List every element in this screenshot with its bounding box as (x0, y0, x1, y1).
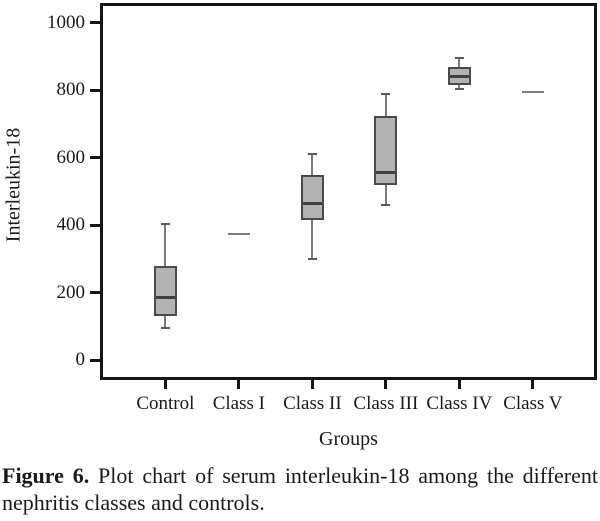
figure-caption: Figure 6. Plot chart of serum interleuki… (2, 462, 598, 516)
boxplot-box (153, 265, 177, 317)
plot-area: 0 200 400 600 800 1000 Control Class I Class II C… (47, 3, 597, 414)
boxplot-median-line (449, 75, 469, 79)
boxplot-whisker-cap-high (454, 57, 464, 60)
boxplot-whisker-cap-low (381, 203, 391, 206)
y-tick-label: 1000 (47, 11, 85, 33)
y-axis-tick (90, 156, 100, 160)
x-tick-label: Class V (503, 393, 563, 414)
x-axis-tick (310, 380, 314, 389)
y-tick-label: 0 (75, 349, 86, 371)
y-axis-tick (90, 358, 100, 362)
boxplot-single-value-line (521, 91, 544, 93)
y-tick-label: 200 (56, 281, 86, 303)
boxplot-single-value-line (227, 232, 250, 235)
boxplot-median-line (302, 201, 322, 205)
x-axis-tick (457, 380, 461, 389)
x-axis-tick (384, 380, 388, 389)
boxplot-median-line (376, 171, 396, 175)
y-tick-label: 400 (56, 214, 86, 236)
boxplot-whisker-cap-low (160, 327, 170, 330)
boxplot-median-line (155, 296, 175, 300)
y-axis-tick (90, 291, 100, 295)
x-tick-label: Control (136, 393, 195, 414)
boxplot-whisker-cap-high (160, 222, 170, 225)
y-axis-tick (90, 21, 100, 25)
x-tick-label: Class III (353, 393, 419, 414)
boxplot-whisker-cap-low (454, 87, 464, 90)
x-tick-label: Class I (212, 393, 265, 414)
boxplot-whisker-cap-high (381, 92, 391, 95)
y-tick-label: 600 (56, 146, 86, 168)
y-axis-tick (90, 223, 100, 227)
figure-caption-label: Figure 6. (2, 463, 90, 488)
y-axis-title: Interleukin-18 (2, 127, 25, 243)
figure-caption-text: Plot chart of serum interleukin-18 among… (2, 463, 598, 515)
boxplot-whisker-cap-high (307, 153, 317, 156)
boxplot-box (374, 115, 398, 185)
x-axis-tick (531, 380, 535, 389)
y-tick-label: 800 (56, 79, 86, 101)
x-tick-label: Class IV (426, 393, 493, 414)
x-axis-title: Groups (319, 428, 378, 450)
x-axis-tick (237, 380, 241, 389)
y-axis-tick (90, 88, 100, 92)
boxplot-whisker-cap-low (307, 257, 317, 260)
x-axis-tick (163, 380, 167, 389)
boxplot-box (300, 174, 324, 221)
x-tick-label: Class II (283, 393, 342, 414)
